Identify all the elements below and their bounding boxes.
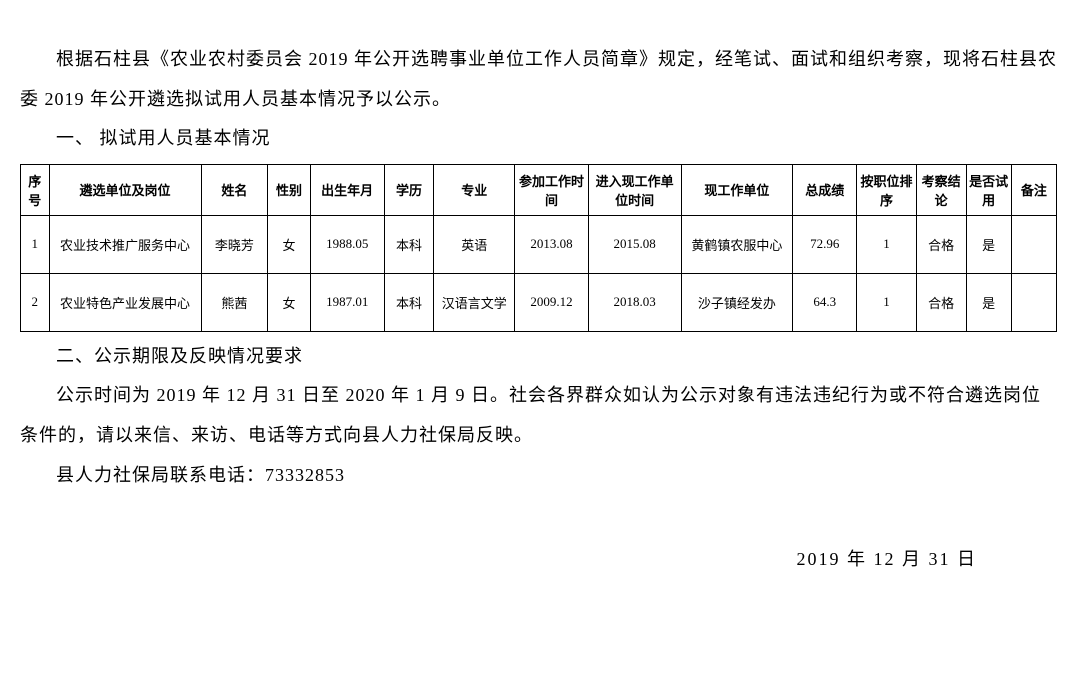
cell-currentunit: 黄鹤镇农服中心 — [681, 215, 793, 273]
cell-currenttime: 2015.08 — [588, 215, 681, 273]
cell-gender: 女 — [268, 215, 311, 273]
header-gender: 性别 — [268, 164, 311, 215]
contact-info: 县人力社保局联系电话：73332853 — [20, 456, 1057, 496]
cell-worktime: 2009.12 — [515, 273, 589, 331]
cell-trial: 是 — [966, 215, 1011, 273]
cell-currentunit: 沙子镇经发办 — [681, 273, 793, 331]
header-remark: 备注 — [1011, 164, 1056, 215]
header-result: 考察结论 — [916, 164, 966, 215]
cell-remark — [1011, 273, 1056, 331]
cell-unit: 农业技术推广服务中心 — [49, 215, 201, 273]
table-row: 1 农业技术推广服务中心 李晓芳 女 1988.05 本科 英语 2013.08… — [21, 215, 1057, 273]
footer-date: 2019 年 12 月 31 日 — [20, 545, 1057, 571]
section1-header: 一、 拟试用人员基本情况 — [20, 119, 1057, 159]
cell-trial: 是 — [966, 273, 1011, 331]
cell-seq: 2 — [21, 273, 50, 331]
cell-result: 合格 — [916, 215, 966, 273]
cell-seq: 1 — [21, 215, 50, 273]
header-trial: 是否试用 — [966, 164, 1011, 215]
cell-edu: 本科 — [384, 215, 434, 273]
cell-name: 熊茜 — [201, 273, 268, 331]
cell-result: 合格 — [916, 273, 966, 331]
cell-gender: 女 — [268, 273, 311, 331]
intro-paragraph: 根据石柱县《农业农村委员会 2019 年公开选聘事业单位工作人员简章》规定，经笔… — [20, 40, 1057, 119]
table-header-row: 序号 遴选单位及岗位 姓名 性别 出生年月 学历 专业 参加工作时间 进入现工作… — [21, 164, 1057, 215]
cell-unit: 农业特色产业发展中心 — [49, 273, 201, 331]
cell-birth: 1988.05 — [310, 215, 384, 273]
header-major: 专业 — [434, 164, 515, 215]
header-seq: 序号 — [21, 164, 50, 215]
cell-score: 72.96 — [793, 215, 857, 273]
cell-birth: 1987.01 — [310, 273, 384, 331]
cell-rank: 1 — [857, 273, 916, 331]
header-score: 总成绩 — [793, 164, 857, 215]
section2-paragraph: 公示时间为 2019 年 12 月 31 日至 2020 年 1 月 9 日。社… — [20, 376, 1057, 455]
cell-name: 李晓芳 — [201, 215, 268, 273]
cell-remark — [1011, 215, 1056, 273]
cell-worktime: 2013.08 — [515, 215, 589, 273]
header-edu: 学历 — [384, 164, 434, 215]
cell-edu: 本科 — [384, 273, 434, 331]
personnel-table: 序号 遴选单位及岗位 姓名 性别 出生年月 学历 专业 参加工作时间 进入现工作… — [20, 164, 1057, 332]
cell-currenttime: 2018.03 — [588, 273, 681, 331]
header-currenttime: 进入现工作单位时间 — [588, 164, 681, 215]
section2-header: 二、公示期限及反映情况要求 — [20, 337, 1057, 377]
cell-score: 64.3 — [793, 273, 857, 331]
header-unit: 遴选单位及岗位 — [49, 164, 201, 215]
header-name: 姓名 — [201, 164, 268, 215]
cell-major: 汉语言文学 — [434, 273, 515, 331]
table-row: 2 农业特色产业发展中心 熊茜 女 1987.01 本科 汉语言文学 2009.… — [21, 273, 1057, 331]
header-birth: 出生年月 — [310, 164, 384, 215]
cell-major: 英语 — [434, 215, 515, 273]
cell-rank: 1 — [857, 215, 916, 273]
header-worktime: 参加工作时间 — [515, 164, 589, 215]
header-currentunit: 现工作单位 — [681, 164, 793, 215]
header-rank: 按职位排序 — [857, 164, 916, 215]
